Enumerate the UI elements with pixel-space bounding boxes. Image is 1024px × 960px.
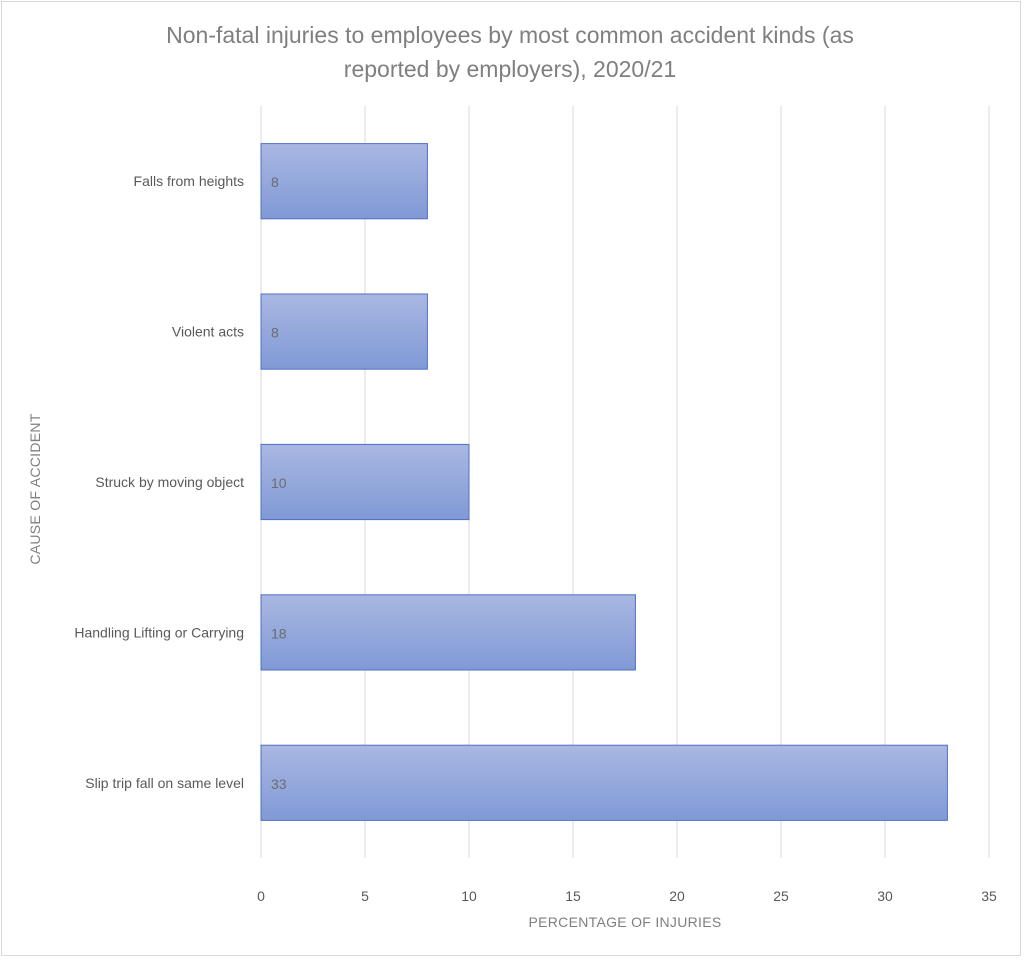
- chart-title-line-2: reported by employers), 2020/21: [344, 56, 676, 82]
- x-tick-label-6: 30: [877, 888, 893, 904]
- x-tick-label-2: 10: [461, 888, 477, 904]
- category-label-0: Falls from heights: [134, 173, 244, 189]
- data-label-0: 8: [271, 174, 279, 190]
- bar-1: [260, 293, 428, 370]
- x-tick-label-1: 5: [361, 888, 369, 904]
- data-label-3: 18: [271, 625, 287, 641]
- x-tick-label-7: 35: [981, 888, 997, 904]
- category-label-1: Violent acts: [172, 324, 244, 340]
- category-label-3: Handling Lifting or Carrying: [74, 624, 244, 640]
- chart-title-line-1: Non-fatal injuries to employees by most …: [166, 22, 854, 48]
- gridlines: [260, 106, 990, 858]
- data-label-1: 8: [271, 325, 279, 341]
- x-tick-label-4: 20: [669, 888, 685, 904]
- bar-2: [260, 443, 470, 521]
- category-labels: Falls from heights Violent acts Struck by …: [74, 173, 244, 791]
- x-axis-title: PERCENTAGE OF INJURIES: [528, 914, 721, 930]
- data-label-4: 33: [271, 776, 287, 792]
- bar-4: [260, 744, 948, 821]
- bars: 8 8 10 18 33: [260, 143, 948, 821]
- x-tick-label-5: 25: [773, 888, 789, 904]
- category-label-4: Slip trip fall on same level: [85, 775, 244, 791]
- bar-0: [260, 143, 428, 220]
- y-axis-title: CAUSE OF ACCIDENT: [27, 413, 43, 564]
- bar-3: [260, 594, 636, 671]
- x-tick-label-0: 0: [257, 888, 265, 904]
- x-tick-labels: 0 5 10 15 20 25 30 35: [257, 888, 997, 904]
- data-label-2: 10: [271, 475, 287, 491]
- x-tick-label-3: 15: [565, 888, 581, 904]
- category-label-2: Struck by moving object: [95, 474, 244, 490]
